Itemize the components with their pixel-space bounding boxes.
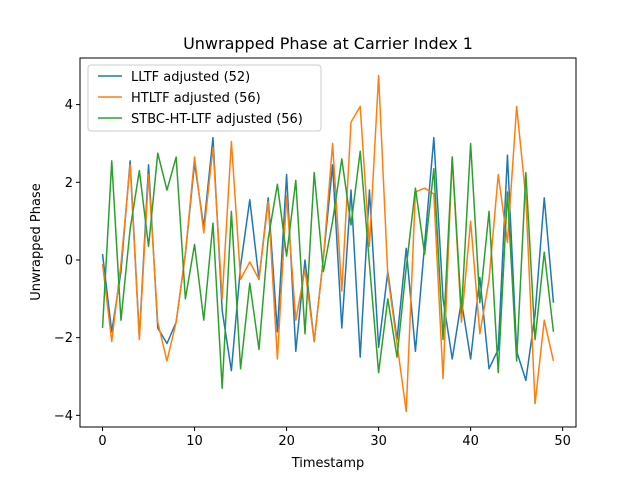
legend: LLTF adjusted (52) HTLTF adjusted (56) STB… [87, 64, 322, 132]
x-tick-label: 50 [554, 434, 571, 449]
legend-label-2: HTLTF adjusted (56) [131, 91, 261, 106]
legend-label-1: LLTF adjusted (52) [131, 70, 250, 85]
y-tick-label: 4 [65, 98, 73, 113]
y-axis-label: Unwrapped Phase [29, 183, 44, 300]
series-line-2 [101, 74, 555, 413]
y-tick-label: −2 [54, 331, 73, 346]
series-layer [101, 74, 555, 413]
y-tick-label: 2 [65, 176, 73, 191]
x-tick-label: 30 [370, 434, 387, 449]
chart-title: Unwrapped Phase at Carrier Index 1 [183, 34, 473, 53]
legend-box [87, 64, 322, 132]
x-tick-label: 0 [98, 434, 106, 449]
x-axis-label: Timestamp [291, 456, 365, 471]
x-axis: 0 10 20 30 40 50 [98, 427, 571, 449]
y-tick-label: −4 [54, 409, 73, 424]
y-tick-label: 0 [65, 253, 73, 268]
x-tick-label: 40 [462, 434, 479, 449]
x-tick-label: 10 [186, 434, 203, 449]
legend-label-3: STBC-HT-LTF adjusted (56) [131, 112, 303, 127]
x-tick-label: 20 [278, 434, 295, 449]
series-line-3 [101, 142, 555, 389]
y-axis: −4 −2 0 2 4 [54, 98, 80, 424]
plot-frame [79, 57, 577, 428]
